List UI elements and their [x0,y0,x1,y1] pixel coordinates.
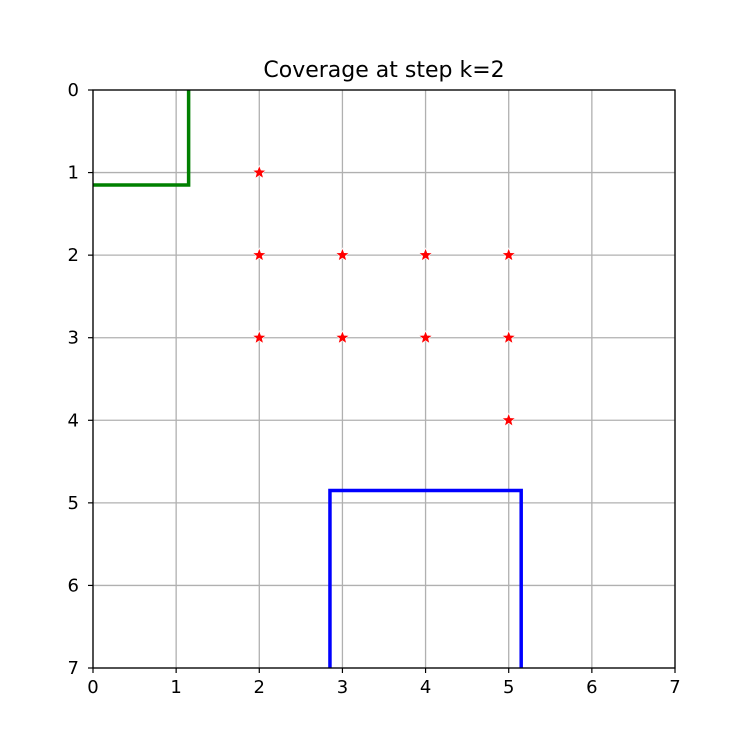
x-tick-label: 1 [170,677,181,698]
star-point [501,329,517,345]
star-point [334,247,350,262]
star-point [251,247,267,262]
star-point [418,247,434,262]
star-point [251,329,267,345]
coverage-regions [93,90,523,668]
x-tick-label: 7 [669,677,680,698]
x-tick-label: 2 [254,677,265,698]
star-point [501,412,517,427]
x-tick-label: 6 [586,677,597,698]
star-point [251,164,267,179]
x-tick-label: 4 [420,677,431,698]
plot-frame [92,89,676,669]
x-tick-label: 5 [503,677,514,698]
coverage-region-1 [93,90,191,187]
star-point [334,329,350,345]
star-point [418,329,434,345]
y-tick-label: 2 [68,245,79,266]
y-tick-label: 1 [68,163,79,184]
x-tick-label: 0 [87,677,98,698]
coverage-region-2 [328,488,523,668]
y-tick-label: 3 [68,328,79,349]
target-points [251,164,517,427]
y-tick-label: 6 [68,575,79,596]
y-tick-label: 7 [68,658,79,679]
grid [92,89,676,669]
y-tick-label: 5 [68,493,79,514]
chart-title: Coverage at step k=2 [263,58,504,83]
y-tick-label: 4 [68,410,79,431]
x-tick-label: 3 [337,677,348,698]
y-tick-label: 0 [68,80,79,101]
star-point [501,247,517,262]
